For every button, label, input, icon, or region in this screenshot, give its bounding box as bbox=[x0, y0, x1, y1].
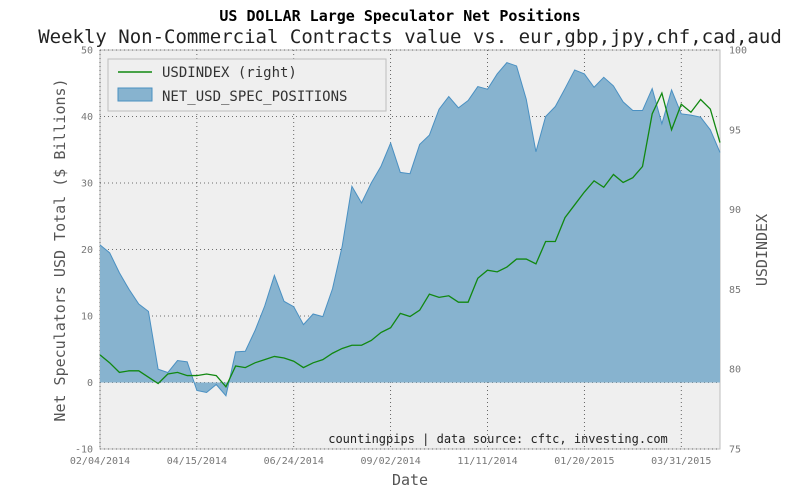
series-line-group bbox=[99, 91, 721, 388]
x-tick-label: 01/20/2015 bbox=[554, 456, 614, 467]
right-axis-ticks: 75 80 85 90 95 100 bbox=[729, 46, 747, 456]
y-tick-label-right: 100 bbox=[729, 46, 747, 57]
x-tick-label: 04/15/2014 bbox=[167, 456, 227, 467]
source-annotation: countingpips | data source: cftc, invest… bbox=[328, 432, 668, 446]
y-tick-label-left: 20 bbox=[81, 245, 93, 256]
y-tick-label-right: 85 bbox=[729, 285, 741, 296]
x-tick-label: 11/11/2014 bbox=[457, 456, 517, 467]
y-tick-label-right: 90 bbox=[729, 205, 741, 216]
x-tick-label: 03/31/2015 bbox=[651, 456, 711, 467]
legend-box bbox=[107, 58, 387, 112]
y-tick-label-left: 50 bbox=[81, 46, 93, 57]
x-axis-ticks: 02/04/2014 04/15/2014 06/24/2014 09/02/2014… bbox=[70, 456, 711, 467]
y-tick-label-left: -10 bbox=[75, 445, 93, 456]
series-line-usdindex bbox=[99, 91, 721, 388]
y-tick-label-left: 10 bbox=[81, 312, 93, 323]
left-axis-ticks: -10 0 10 20 30 40 50 bbox=[75, 46, 93, 456]
x-tick-label: 09/02/2014 bbox=[361, 456, 421, 467]
chart-title: US DOLLAR Large Speculator Net Positions bbox=[219, 7, 580, 25]
legend-label-net-positions: NET_USD_SPEC_POSITIONS bbox=[162, 89, 347, 105]
legend-label-usdindex: USDINDEX (right) bbox=[162, 65, 297, 81]
x-tick-label: 06/24/2014 bbox=[264, 456, 324, 467]
y-axis-label-left: Net Speculators USD Total ($ Billions) bbox=[51, 78, 69, 421]
y-tick-label-left: 40 bbox=[81, 112, 93, 123]
y-tick-label-right: 95 bbox=[729, 125, 741, 136]
y-tick-label-left: 30 bbox=[81, 179, 93, 190]
x-axis-label: Date bbox=[392, 471, 428, 489]
legend-area-swatch bbox=[117, 87, 153, 102]
y-axis-label-right: USDINDEX bbox=[753, 214, 771, 286]
y-tick-label-left: 0 bbox=[87, 378, 93, 389]
x-tick-label: 02/04/2014 bbox=[70, 456, 130, 467]
y-tick-label-right: 80 bbox=[729, 365, 741, 376]
series-area-group bbox=[99, 62, 721, 397]
series-area-net-usd-spec-positions bbox=[100, 62, 720, 396]
legend: USDINDEX (right) NET_USD_SPEC_POSITIONS bbox=[107, 58, 387, 112]
chart-subtitle: Weekly Non-Commercial Contracts value vs… bbox=[38, 26, 782, 48]
series-area-edge bbox=[99, 62, 721, 397]
y-tick-label-right: 75 bbox=[729, 445, 741, 456]
